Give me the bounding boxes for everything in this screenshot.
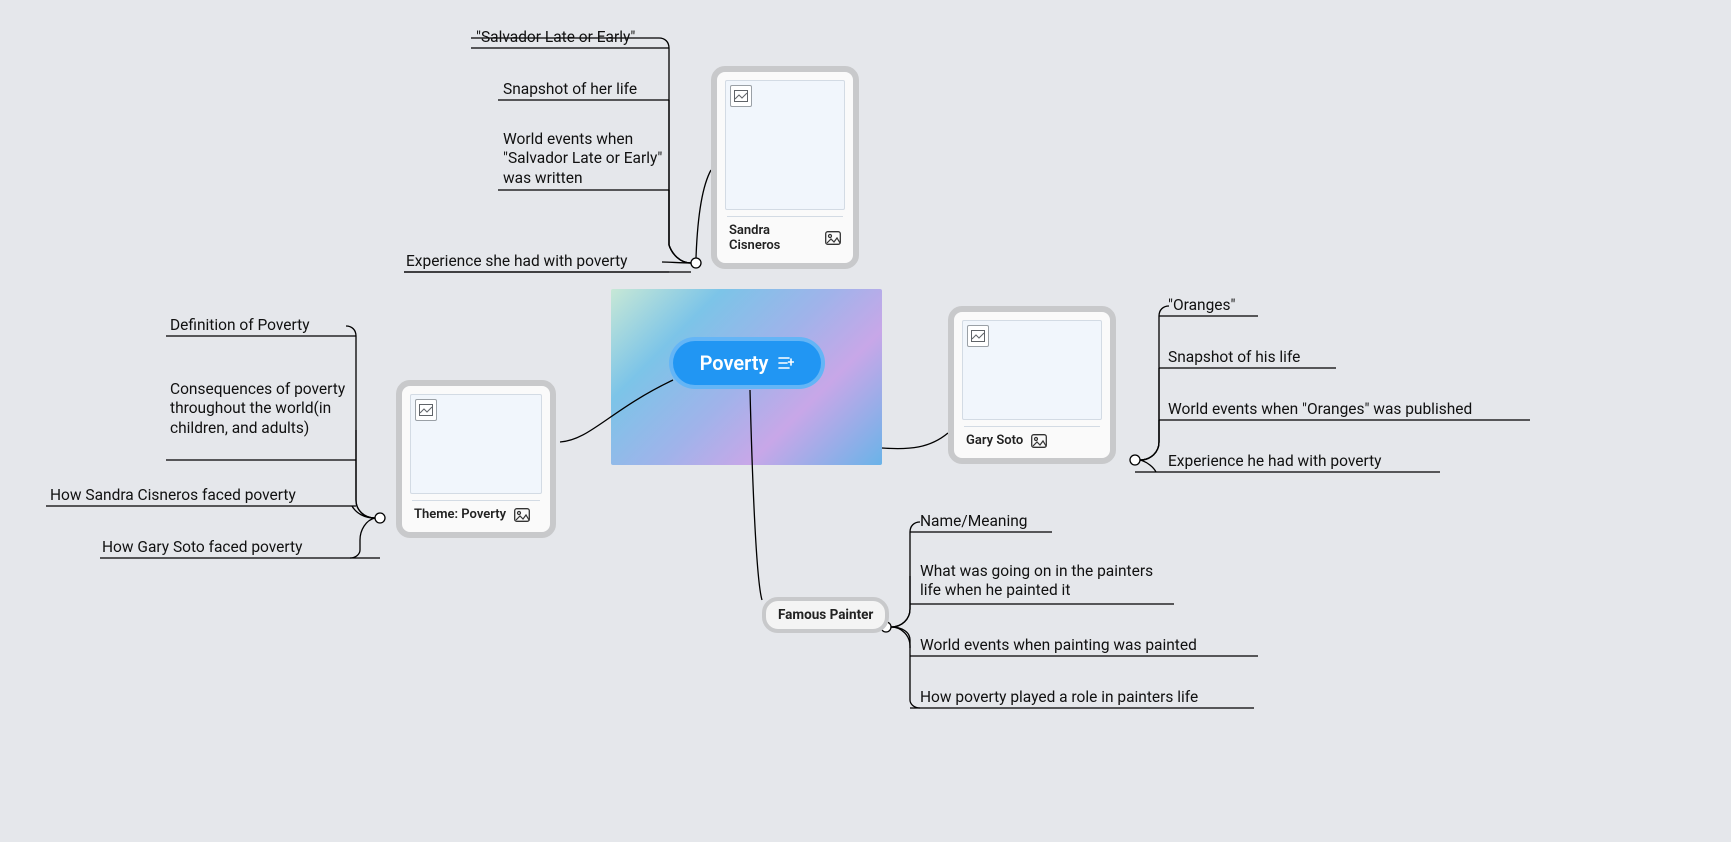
card-sandra[interactable]: Sandra Cisneros [711,66,859,269]
broken-image-icon [967,325,989,347]
center-label: Poverty [700,351,769,375]
leaf-gary-1[interactable]: Snapshot of his life [1168,348,1300,367]
broken-image-icon [730,85,752,107]
broken-image-icon [415,399,437,421]
card-theme[interactable]: Theme: Poverty [396,380,556,538]
leaf-gary-0[interactable]: "Oranges" [1168,296,1235,315]
leaf-theme-1[interactable]: Consequences of poverty throughout the w… [170,380,356,438]
picture-icon [1031,434,1047,448]
leaf-theme-2[interactable]: How Sandra Cisneros faced poverty [50,486,296,505]
leaf-sandra-3[interactable]: Experience she had with poverty [406,252,628,271]
leaf-painter-1[interactable]: What was going on in the painters life w… [920,562,1174,601]
picture-icon [514,508,530,522]
leaf-gary-2[interactable]: World events when "Oranges" was publishe… [1168,400,1472,419]
card-gary-image [962,320,1102,420]
card-gary[interactable]: Gary Soto [948,306,1116,464]
leaf-gary-3[interactable]: Experience he had with poverty [1168,452,1382,471]
leaf-painter-3[interactable]: How poverty played a role in painters li… [920,688,1198,707]
picture-icon [825,231,841,245]
card-sandra-image [725,80,845,210]
mindmap-canvas: Poverty Sandra Cisneros Theme: Povert [0,0,1731,842]
card-theme-image [410,394,542,494]
leaf-theme-3[interactable]: How Gary Soto faced poverty [102,538,302,557]
card-theme-label: Theme: Poverty [414,507,506,522]
card-gary-label: Gary Soto [966,433,1023,448]
node-painter-label: Famous Painter [778,607,873,623]
leaf-sandra-1[interactable]: Snapshot of her life [503,80,637,99]
leaf-theme-0[interactable]: Definition of Poverty [170,316,310,335]
notes-icon [778,356,794,370]
leaf-sandra-2[interactable]: World events when "Salvador Late or Earl… [503,130,663,188]
card-sandra-label: Sandra Cisneros [729,223,817,253]
center-node[interactable]: Poverty [673,341,821,385]
leaf-painter-2[interactable]: World events when painting was painted [920,636,1197,655]
leaf-painter-0[interactable]: Name/Meaning [920,512,1027,531]
node-painter[interactable]: Famous Painter [762,597,889,633]
leaf-sandra-0[interactable]: "Salvador Late or Early" [476,28,635,47]
